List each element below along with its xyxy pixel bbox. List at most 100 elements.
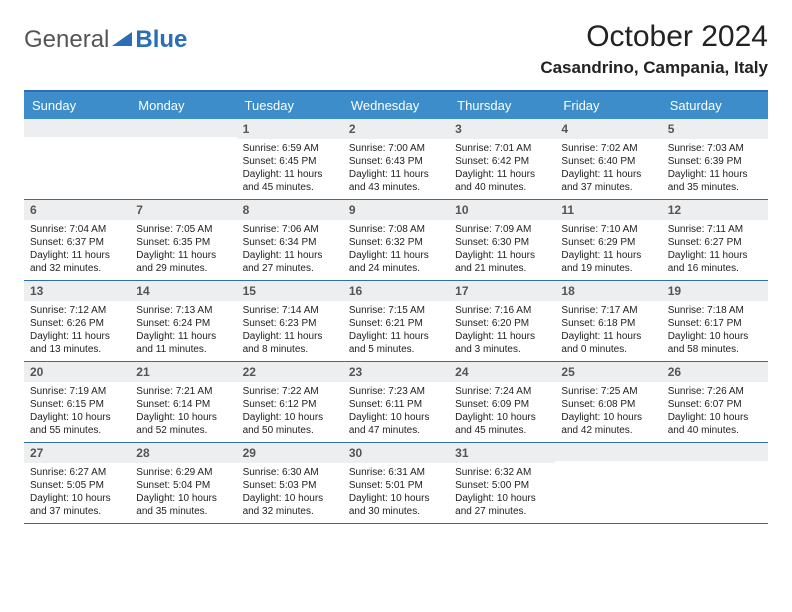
- day-number: 19: [662, 281, 768, 301]
- day-cell: 10Sunrise: 7:09 AMSunset: 6:30 PMDayligh…: [449, 200, 555, 280]
- day-number: 31: [449, 443, 555, 463]
- day-cell: 26Sunrise: 7:26 AMSunset: 6:07 PMDayligh…: [662, 362, 768, 442]
- day-number: 6: [24, 200, 130, 220]
- day-details: Sunrise: 7:22 AMSunset: 6:12 PMDaylight:…: [237, 382, 343, 442]
- day-cell: 22Sunrise: 7:22 AMSunset: 6:12 PMDayligh…: [237, 362, 343, 442]
- logo-triangle-icon: [111, 29, 133, 51]
- day-details: Sunrise: 7:03 AMSunset: 6:39 PMDaylight:…: [662, 139, 768, 199]
- day-cell: 16Sunrise: 7:15 AMSunset: 6:21 PMDayligh…: [343, 281, 449, 361]
- day-cell: 6Sunrise: 7:04 AMSunset: 6:37 PMDaylight…: [24, 200, 130, 280]
- day-cell: 11Sunrise: 7:10 AMSunset: 6:29 PMDayligh…: [555, 200, 661, 280]
- empty-cell: [555, 443, 661, 523]
- day-number: 24: [449, 362, 555, 382]
- week-row: 6Sunrise: 7:04 AMSunset: 6:37 PMDaylight…: [24, 200, 768, 281]
- day-cell: 12Sunrise: 7:11 AMSunset: 6:27 PMDayligh…: [662, 200, 768, 280]
- day-number: 3: [449, 119, 555, 139]
- day-number: [24, 119, 130, 137]
- logo-text-accent: Blue: [135, 26, 187, 54]
- calendar: SundayMondayTuesdayWednesdayThursdayFrid…: [24, 90, 768, 524]
- day-cell: 21Sunrise: 7:21 AMSunset: 6:14 PMDayligh…: [130, 362, 236, 442]
- day-details: Sunrise: 7:15 AMSunset: 6:21 PMDaylight:…: [343, 301, 449, 361]
- day-cell: 2Sunrise: 7:00 AMSunset: 6:43 PMDaylight…: [343, 119, 449, 199]
- day-number: 1: [237, 119, 343, 139]
- day-cell: 20Sunrise: 7:19 AMSunset: 6:15 PMDayligh…: [24, 362, 130, 442]
- day-cell: 3Sunrise: 7:01 AMSunset: 6:42 PMDaylight…: [449, 119, 555, 199]
- day-cell: 4Sunrise: 7:02 AMSunset: 6:40 PMDaylight…: [555, 119, 661, 199]
- day-header-friday: Friday: [555, 92, 661, 119]
- day-number: 21: [130, 362, 236, 382]
- title-block: October 2024 Casandrino, Campania, Italy: [540, 20, 768, 78]
- day-details: Sunrise: 7:04 AMSunset: 6:37 PMDaylight:…: [24, 220, 130, 280]
- day-cell: 17Sunrise: 7:16 AMSunset: 6:20 PMDayligh…: [449, 281, 555, 361]
- day-details: Sunrise: 7:01 AMSunset: 6:42 PMDaylight:…: [449, 139, 555, 199]
- day-details: Sunrise: 6:29 AMSunset: 5:04 PMDaylight:…: [130, 463, 236, 523]
- day-cell: 8Sunrise: 7:06 AMSunset: 6:34 PMDaylight…: [237, 200, 343, 280]
- day-number: 16: [343, 281, 449, 301]
- day-details: Sunrise: 7:14 AMSunset: 6:23 PMDaylight:…: [237, 301, 343, 361]
- day-details: Sunrise: 7:12 AMSunset: 6:26 PMDaylight:…: [24, 301, 130, 361]
- day-cell: 15Sunrise: 7:14 AMSunset: 6:23 PMDayligh…: [237, 281, 343, 361]
- day-header-row: SundayMondayTuesdayWednesdayThursdayFrid…: [24, 92, 768, 119]
- day-details: Sunrise: 7:10 AMSunset: 6:29 PMDaylight:…: [555, 220, 661, 280]
- day-number: 7: [130, 200, 236, 220]
- day-details: Sunrise: 7:21 AMSunset: 6:14 PMDaylight:…: [130, 382, 236, 442]
- day-details: Sunrise: 7:02 AMSunset: 6:40 PMDaylight:…: [555, 139, 661, 199]
- day-cell: 13Sunrise: 7:12 AMSunset: 6:26 PMDayligh…: [24, 281, 130, 361]
- day-details: Sunrise: 7:08 AMSunset: 6:32 PMDaylight:…: [343, 220, 449, 280]
- day-cell: 18Sunrise: 7:17 AMSunset: 6:18 PMDayligh…: [555, 281, 661, 361]
- week-row: 13Sunrise: 7:12 AMSunset: 6:26 PMDayligh…: [24, 281, 768, 362]
- day-details: Sunrise: 6:31 AMSunset: 5:01 PMDaylight:…: [343, 463, 449, 523]
- day-details: Sunrise: 7:00 AMSunset: 6:43 PMDaylight:…: [343, 139, 449, 199]
- location: Casandrino, Campania, Italy: [540, 58, 768, 78]
- week-row: 20Sunrise: 7:19 AMSunset: 6:15 PMDayligh…: [24, 362, 768, 443]
- day-cell: 30Sunrise: 6:31 AMSunset: 5:01 PMDayligh…: [343, 443, 449, 523]
- day-cell: 28Sunrise: 6:29 AMSunset: 5:04 PMDayligh…: [130, 443, 236, 523]
- day-number: 28: [130, 443, 236, 463]
- day-details: Sunrise: 7:13 AMSunset: 6:24 PMDaylight:…: [130, 301, 236, 361]
- day-details: Sunrise: 6:27 AMSunset: 5:05 PMDaylight:…: [24, 463, 130, 523]
- day-number: 14: [130, 281, 236, 301]
- day-details: Sunrise: 6:32 AMSunset: 5:00 PMDaylight:…: [449, 463, 555, 523]
- week-row: 27Sunrise: 6:27 AMSunset: 5:05 PMDayligh…: [24, 443, 768, 524]
- week-row: 1Sunrise: 6:59 AMSunset: 6:45 PMDaylight…: [24, 119, 768, 200]
- day-number: [130, 119, 236, 137]
- day-details: Sunrise: 7:16 AMSunset: 6:20 PMDaylight:…: [449, 301, 555, 361]
- day-header-saturday: Saturday: [662, 92, 768, 119]
- day-number: 20: [24, 362, 130, 382]
- day-number: [662, 443, 768, 461]
- day-details: Sunrise: 7:05 AMSunset: 6:35 PMDaylight:…: [130, 220, 236, 280]
- day-cell: 19Sunrise: 7:18 AMSunset: 6:17 PMDayligh…: [662, 281, 768, 361]
- day-number: 4: [555, 119, 661, 139]
- day-cell: 31Sunrise: 6:32 AMSunset: 5:00 PMDayligh…: [449, 443, 555, 523]
- day-number: 9: [343, 200, 449, 220]
- day-number: 18: [555, 281, 661, 301]
- day-number: 22: [237, 362, 343, 382]
- day-details: Sunrise: 7:18 AMSunset: 6:17 PMDaylight:…: [662, 301, 768, 361]
- month-title: October 2024: [540, 20, 768, 54]
- empty-cell: [130, 119, 236, 199]
- day-header-sunday: Sunday: [24, 92, 130, 119]
- day-header-wednesday: Wednesday: [343, 92, 449, 119]
- day-number: 26: [662, 362, 768, 382]
- header: General Blue October 2024 Casandrino, Ca…: [24, 20, 768, 78]
- day-number: 27: [24, 443, 130, 463]
- logo: General Blue: [24, 26, 187, 54]
- day-number: 29: [237, 443, 343, 463]
- day-cell: 5Sunrise: 7:03 AMSunset: 6:39 PMDaylight…: [662, 119, 768, 199]
- empty-cell: [24, 119, 130, 199]
- day-number: 5: [662, 119, 768, 139]
- day-cell: 9Sunrise: 7:08 AMSunset: 6:32 PMDaylight…: [343, 200, 449, 280]
- day-number: 15: [237, 281, 343, 301]
- day-header-monday: Monday: [130, 92, 236, 119]
- day-details: Sunrise: 7:06 AMSunset: 6:34 PMDaylight:…: [237, 220, 343, 280]
- day-header-thursday: Thursday: [449, 92, 555, 119]
- day-details: Sunrise: 7:24 AMSunset: 6:09 PMDaylight:…: [449, 382, 555, 442]
- day-number: 11: [555, 200, 661, 220]
- day-cell: 29Sunrise: 6:30 AMSunset: 5:03 PMDayligh…: [237, 443, 343, 523]
- day-number: 12: [662, 200, 768, 220]
- empty-cell: [662, 443, 768, 523]
- day-number: 10: [449, 200, 555, 220]
- day-number: 30: [343, 443, 449, 463]
- day-details: Sunrise: 6:30 AMSunset: 5:03 PMDaylight:…: [237, 463, 343, 523]
- day-details: Sunrise: 7:26 AMSunset: 6:07 PMDaylight:…: [662, 382, 768, 442]
